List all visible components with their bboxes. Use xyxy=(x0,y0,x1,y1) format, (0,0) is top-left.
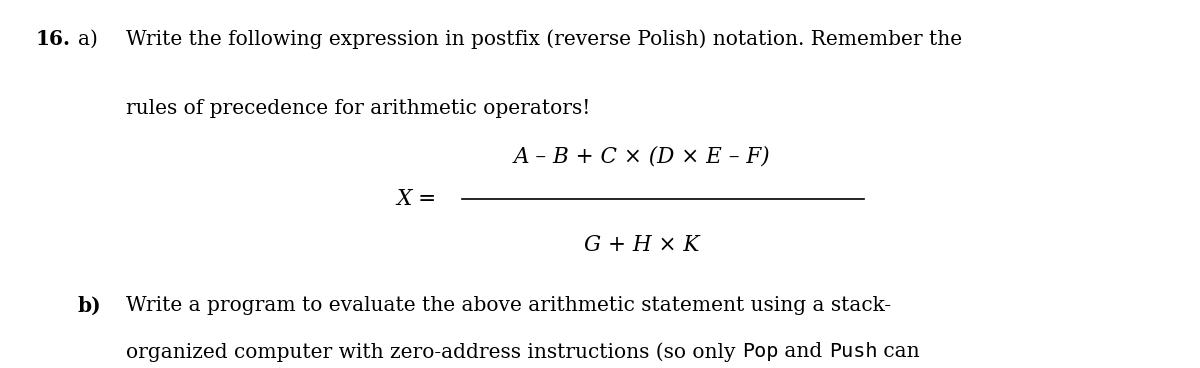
Text: organized computer with zero-address instructions (so only: organized computer with zero-address ins… xyxy=(126,342,742,362)
Text: Push: Push xyxy=(829,342,877,361)
Text: A – B + C × (D × E – F): A – B + C × (D × E – F) xyxy=(514,145,770,167)
Text: G + H × K: G + H × K xyxy=(584,234,700,256)
Text: rules of precedence for arithmetic operators!: rules of precedence for arithmetic opera… xyxy=(126,99,590,118)
Text: a): a) xyxy=(78,29,98,49)
Text: Pop: Pop xyxy=(742,342,779,361)
Text: 16.: 16. xyxy=(36,29,71,49)
Text: can: can xyxy=(877,342,920,361)
Text: Write a program to evaluate the above arithmetic statement using a stack-: Write a program to evaluate the above ar… xyxy=(126,296,892,315)
Text: Write the following expression in postfix (reverse Polish) notation. Remember th: Write the following expression in postfi… xyxy=(126,29,962,49)
Text: and: and xyxy=(779,342,829,361)
Text: X =: X = xyxy=(396,188,436,210)
Text: b): b) xyxy=(78,296,102,316)
